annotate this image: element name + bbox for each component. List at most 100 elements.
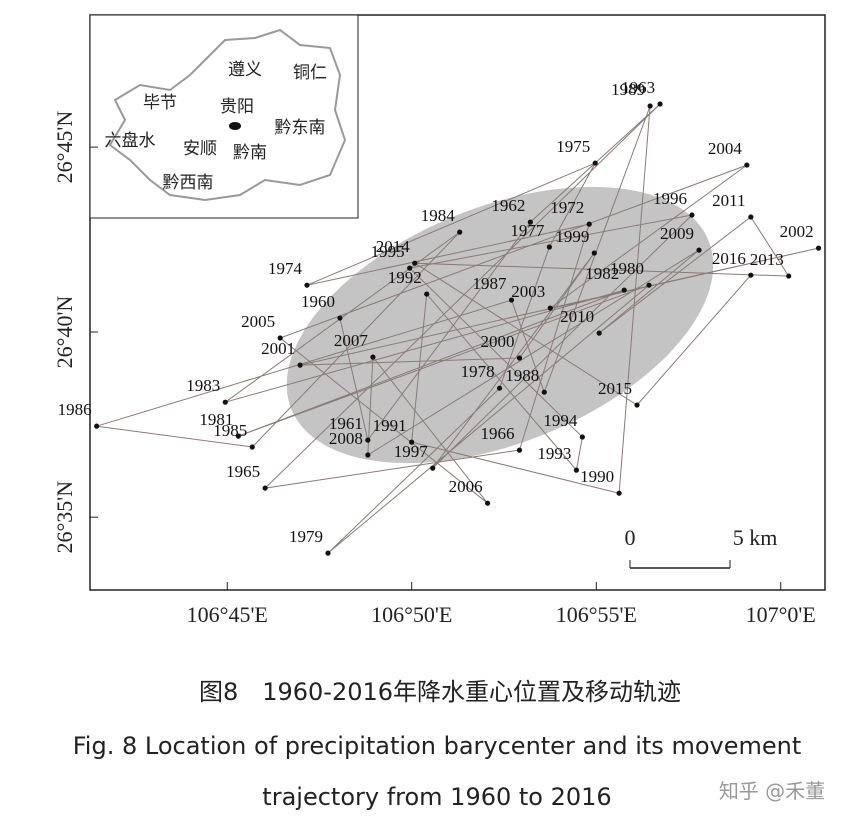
year-label: 1995 (371, 242, 405, 261)
barycenter-point (621, 287, 627, 293)
year-label: 2015 (598, 379, 632, 398)
inset-label: 贵阳 (220, 97, 254, 117)
inset-label: 毕节 (143, 93, 177, 113)
barycenter-point (646, 282, 652, 288)
year-label: 1962 (491, 196, 525, 215)
barycenter-point (527, 219, 533, 225)
barycenter-point (634, 402, 640, 408)
barycenter-point (412, 260, 418, 266)
year-label: 1977 (510, 221, 545, 240)
barycenter-point (297, 362, 303, 368)
inset-label: 黔南 (233, 143, 267, 163)
barycenter-point (579, 434, 585, 440)
year-label: 1983 (186, 376, 220, 395)
year-label: 1986 (58, 400, 92, 419)
barycenter-point (365, 452, 371, 458)
year-label: 2000 (480, 332, 514, 351)
year-label: 2010 (560, 307, 594, 326)
year-label: 2006 (449, 477, 483, 496)
year-label: 2013 (750, 250, 784, 269)
year-label: 1975 (556, 137, 590, 156)
inset-label: 安顺 (183, 139, 217, 159)
barycenter-point (616, 490, 622, 496)
year-label: 1994 (543, 411, 578, 430)
year-label: 1974 (268, 259, 303, 278)
barycenter-point (407, 265, 413, 271)
scale-label: 5 km (733, 525, 778, 550)
year-label: 1979 (289, 527, 323, 546)
year-label: 1963 (621, 78, 655, 97)
year-label: 1987 (473, 274, 508, 293)
plot-frame (89, 14, 826, 591)
scale-label: 0 (625, 525, 636, 550)
inset-label: 黔东南 (275, 118, 326, 138)
barycenter-point (647, 103, 653, 109)
year-label: 1981 (199, 410, 233, 429)
barycenter-point (430, 465, 436, 471)
year-label: 1999 (555, 227, 589, 246)
year-label: 1990 (580, 467, 614, 486)
year-label: 1961 (329, 414, 363, 433)
barycenter-point (370, 354, 376, 360)
barycenter-point (541, 389, 547, 395)
barycenter-point (696, 247, 702, 253)
barycenter-point (592, 160, 598, 166)
year-label: 2002 (780, 222, 814, 241)
barycenter-point (516, 355, 523, 361)
barycenter-point (586, 221, 592, 227)
year-label: 2001 (261, 339, 295, 358)
caption-cn: 图8 1960-2016年降水重心位置及移动轨迹 (199, 678, 681, 706)
guiyang-marker (229, 122, 241, 130)
inset-label: 黔西南 (163, 173, 214, 193)
year-label: 1992 (388, 268, 422, 287)
barycenter-point (485, 500, 491, 506)
barycenter-point (748, 214, 754, 220)
year-label: 2003 (511, 282, 545, 301)
year-label: 1997 (394, 442, 429, 461)
barycenter-point (596, 330, 602, 336)
barycenter-point (748, 272, 754, 278)
year-label: 2011 (712, 191, 745, 210)
year-label: 1978 (461, 362, 495, 381)
barycenter-point (325, 550, 331, 556)
year-label: 2007 (334, 331, 369, 350)
barycenter-point (262, 485, 268, 491)
year-label: 2008 (329, 429, 363, 448)
x-tick-label: 107°0'E (746, 602, 816, 627)
year-label: 1965 (226, 462, 260, 481)
barycenter-point (815, 245, 822, 251)
barycenter-point (573, 467, 579, 473)
y-tick-label: 26°45'N (52, 111, 77, 184)
caption-en: trajectory from 1960 to 2016 (262, 783, 611, 811)
y-tick-label: 26°35'N (52, 481, 77, 554)
inset-outline (108, 28, 347, 202)
barycenter-point (424, 291, 430, 297)
barycenter-point (508, 297, 515, 303)
y-tick-label: 26°40'N (52, 296, 77, 369)
barycenter-point (277, 335, 283, 341)
barycenter-point (94, 423, 100, 429)
x-tick-label: 106°55'E (556, 602, 637, 627)
year-label: 1966 (480, 424, 514, 443)
barycenter-point (516, 447, 523, 453)
year-label: 1984 (421, 206, 456, 225)
barycenter-point (547, 305, 553, 311)
barycenter-point (496, 385, 503, 391)
barycenter-point (546, 244, 552, 250)
inset-map (89, 14, 359, 219)
barycenter-point (657, 101, 663, 107)
year-label: 1993 (537, 444, 571, 463)
year-label: 1972 (550, 198, 584, 217)
barycenter-point (786, 273, 792, 279)
year-label: 1991 (373, 416, 407, 435)
year-label: 1988 (505, 366, 539, 385)
year-label: 2004 (708, 139, 743, 158)
barycenter-point (457, 229, 463, 235)
barycenter-point (365, 437, 371, 443)
watermark: 知乎 @禾董 (719, 779, 825, 803)
year-label: 2014 (376, 237, 411, 256)
year-label: 1989 (611, 80, 645, 99)
barycenter-point (337, 315, 343, 321)
